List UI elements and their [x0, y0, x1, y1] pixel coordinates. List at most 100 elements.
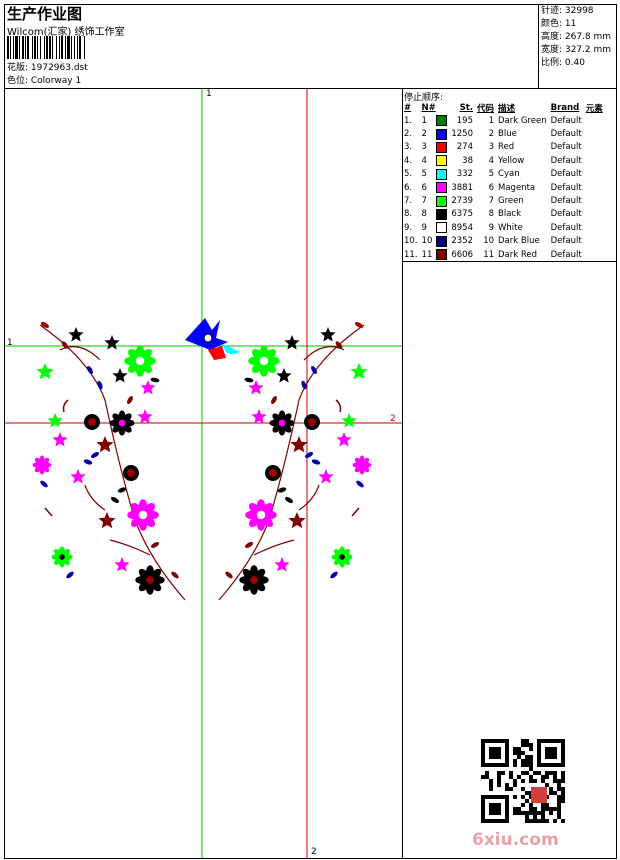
barcode-bar	[22, 36, 24, 59]
leaf	[127, 395, 133, 405]
leaf	[356, 480, 364, 488]
stitch-mark	[62, 399, 69, 413]
ring-inner	[269, 469, 277, 477]
black-star	[104, 335, 120, 350]
qr-module	[505, 783, 509, 787]
qr-module	[529, 755, 533, 759]
qr-module	[545, 775, 549, 779]
col-description: 描述	[498, 103, 516, 114]
leaf	[40, 322, 50, 328]
stitch-mark	[44, 507, 53, 517]
row-brand: Default	[550, 196, 582, 207]
black-flower-petal	[254, 568, 266, 580]
barcode-bar	[70, 36, 71, 59]
row-code: 4	[488, 155, 495, 166]
row-stitches: 6606	[451, 249, 473, 260]
green-flower-petal	[264, 349, 276, 361]
qr-module	[529, 811, 533, 815]
swatch	[434, 248, 449, 261]
row-description: Magenta	[498, 182, 536, 193]
row-brand: Default	[550, 236, 582, 247]
row-needle: 6	[421, 182, 427, 193]
guide-label-v2: 2	[311, 847, 317, 857]
design-area	[4, 88, 403, 859]
leaf	[150, 377, 160, 383]
darkred-star	[290, 436, 308, 453]
ring-inner	[88, 418, 96, 426]
qr-module	[561, 795, 565, 799]
magenta-flower-petal	[362, 457, 370, 465]
row-description: Dark Green	[498, 115, 547, 126]
table-row: 11. 11 6606 11 Dark Red Default	[402, 248, 605, 261]
qr-module	[553, 771, 557, 775]
leaf	[354, 322, 364, 328]
qr-module	[545, 747, 557, 759]
row-brand: Default	[550, 142, 582, 153]
qr-module	[557, 779, 561, 783]
row-code: 8	[488, 209, 495, 220]
vine-branch	[84, 484, 106, 511]
qr-module	[525, 811, 529, 815]
magenta-star	[140, 380, 156, 395]
barcode-bar	[59, 36, 60, 59]
qr-module	[525, 819, 529, 823]
barcode-bar	[52, 36, 53, 59]
qr-module	[541, 775, 545, 779]
qr-module	[529, 763, 533, 767]
qr-module	[521, 763, 525, 767]
qr-module	[485, 771, 489, 775]
qr-module	[537, 771, 541, 775]
barcode-bar	[36, 36, 37, 59]
row-code: 11	[483, 249, 495, 260]
row-brand: Default	[550, 209, 582, 220]
black-flower-center	[250, 576, 258, 584]
leaf	[304, 452, 314, 458]
design-height: 高度: 267.8 mm	[541, 32, 612, 42]
color-swatch	[436, 115, 448, 127]
green-flower-petal	[140, 349, 152, 361]
qr-module	[485, 775, 489, 779]
row-needle: 3	[421, 142, 427, 153]
row-description: Dark Blue	[498, 236, 540, 247]
row-index: 6.	[404, 182, 413, 193]
leaf	[171, 571, 179, 579]
qr-module	[545, 783, 549, 787]
row-brand: Default	[550, 115, 582, 126]
swatch	[434, 114, 449, 127]
row-needle: 2	[421, 129, 427, 140]
barcode-bar	[48, 36, 49, 59]
leaf	[110, 497, 120, 503]
barcode-bar	[38, 36, 40, 59]
qr-module	[561, 819, 565, 823]
swatch	[434, 194, 449, 207]
qr-module	[521, 787, 525, 791]
vine-branch	[59, 346, 101, 361]
barcode-bar	[53, 36, 56, 59]
qr-module	[545, 819, 549, 823]
leaf	[61, 341, 69, 349]
black-flower-petal	[150, 568, 162, 580]
qr-module	[541, 803, 545, 807]
color-swatch	[436, 195, 448, 207]
black-star	[68, 327, 84, 342]
row-needle: 9	[421, 222, 427, 233]
barcode-bar	[9, 36, 10, 59]
qr-module	[529, 747, 533, 751]
qr-module	[513, 763, 517, 767]
color-swatch	[436, 168, 448, 180]
row-needle: 11	[421, 249, 433, 260]
row-brand: Default	[550, 182, 582, 193]
qr-module	[525, 815, 529, 819]
magenta-flower-petal	[143, 503, 155, 515]
table-row: 4. 4 38 4 Yellow Default	[402, 154, 605, 167]
barcode-bar	[27, 36, 29, 59]
row-code: 5	[488, 169, 495, 180]
barcode-bar	[65, 36, 66, 59]
green-star	[350, 363, 368, 380]
magenta-star	[248, 380, 264, 395]
qr-code	[481, 739, 565, 823]
row-needle: 5	[421, 169, 427, 180]
green-star	[36, 363, 54, 380]
qr-module	[521, 739, 525, 743]
qr-module	[497, 779, 501, 783]
